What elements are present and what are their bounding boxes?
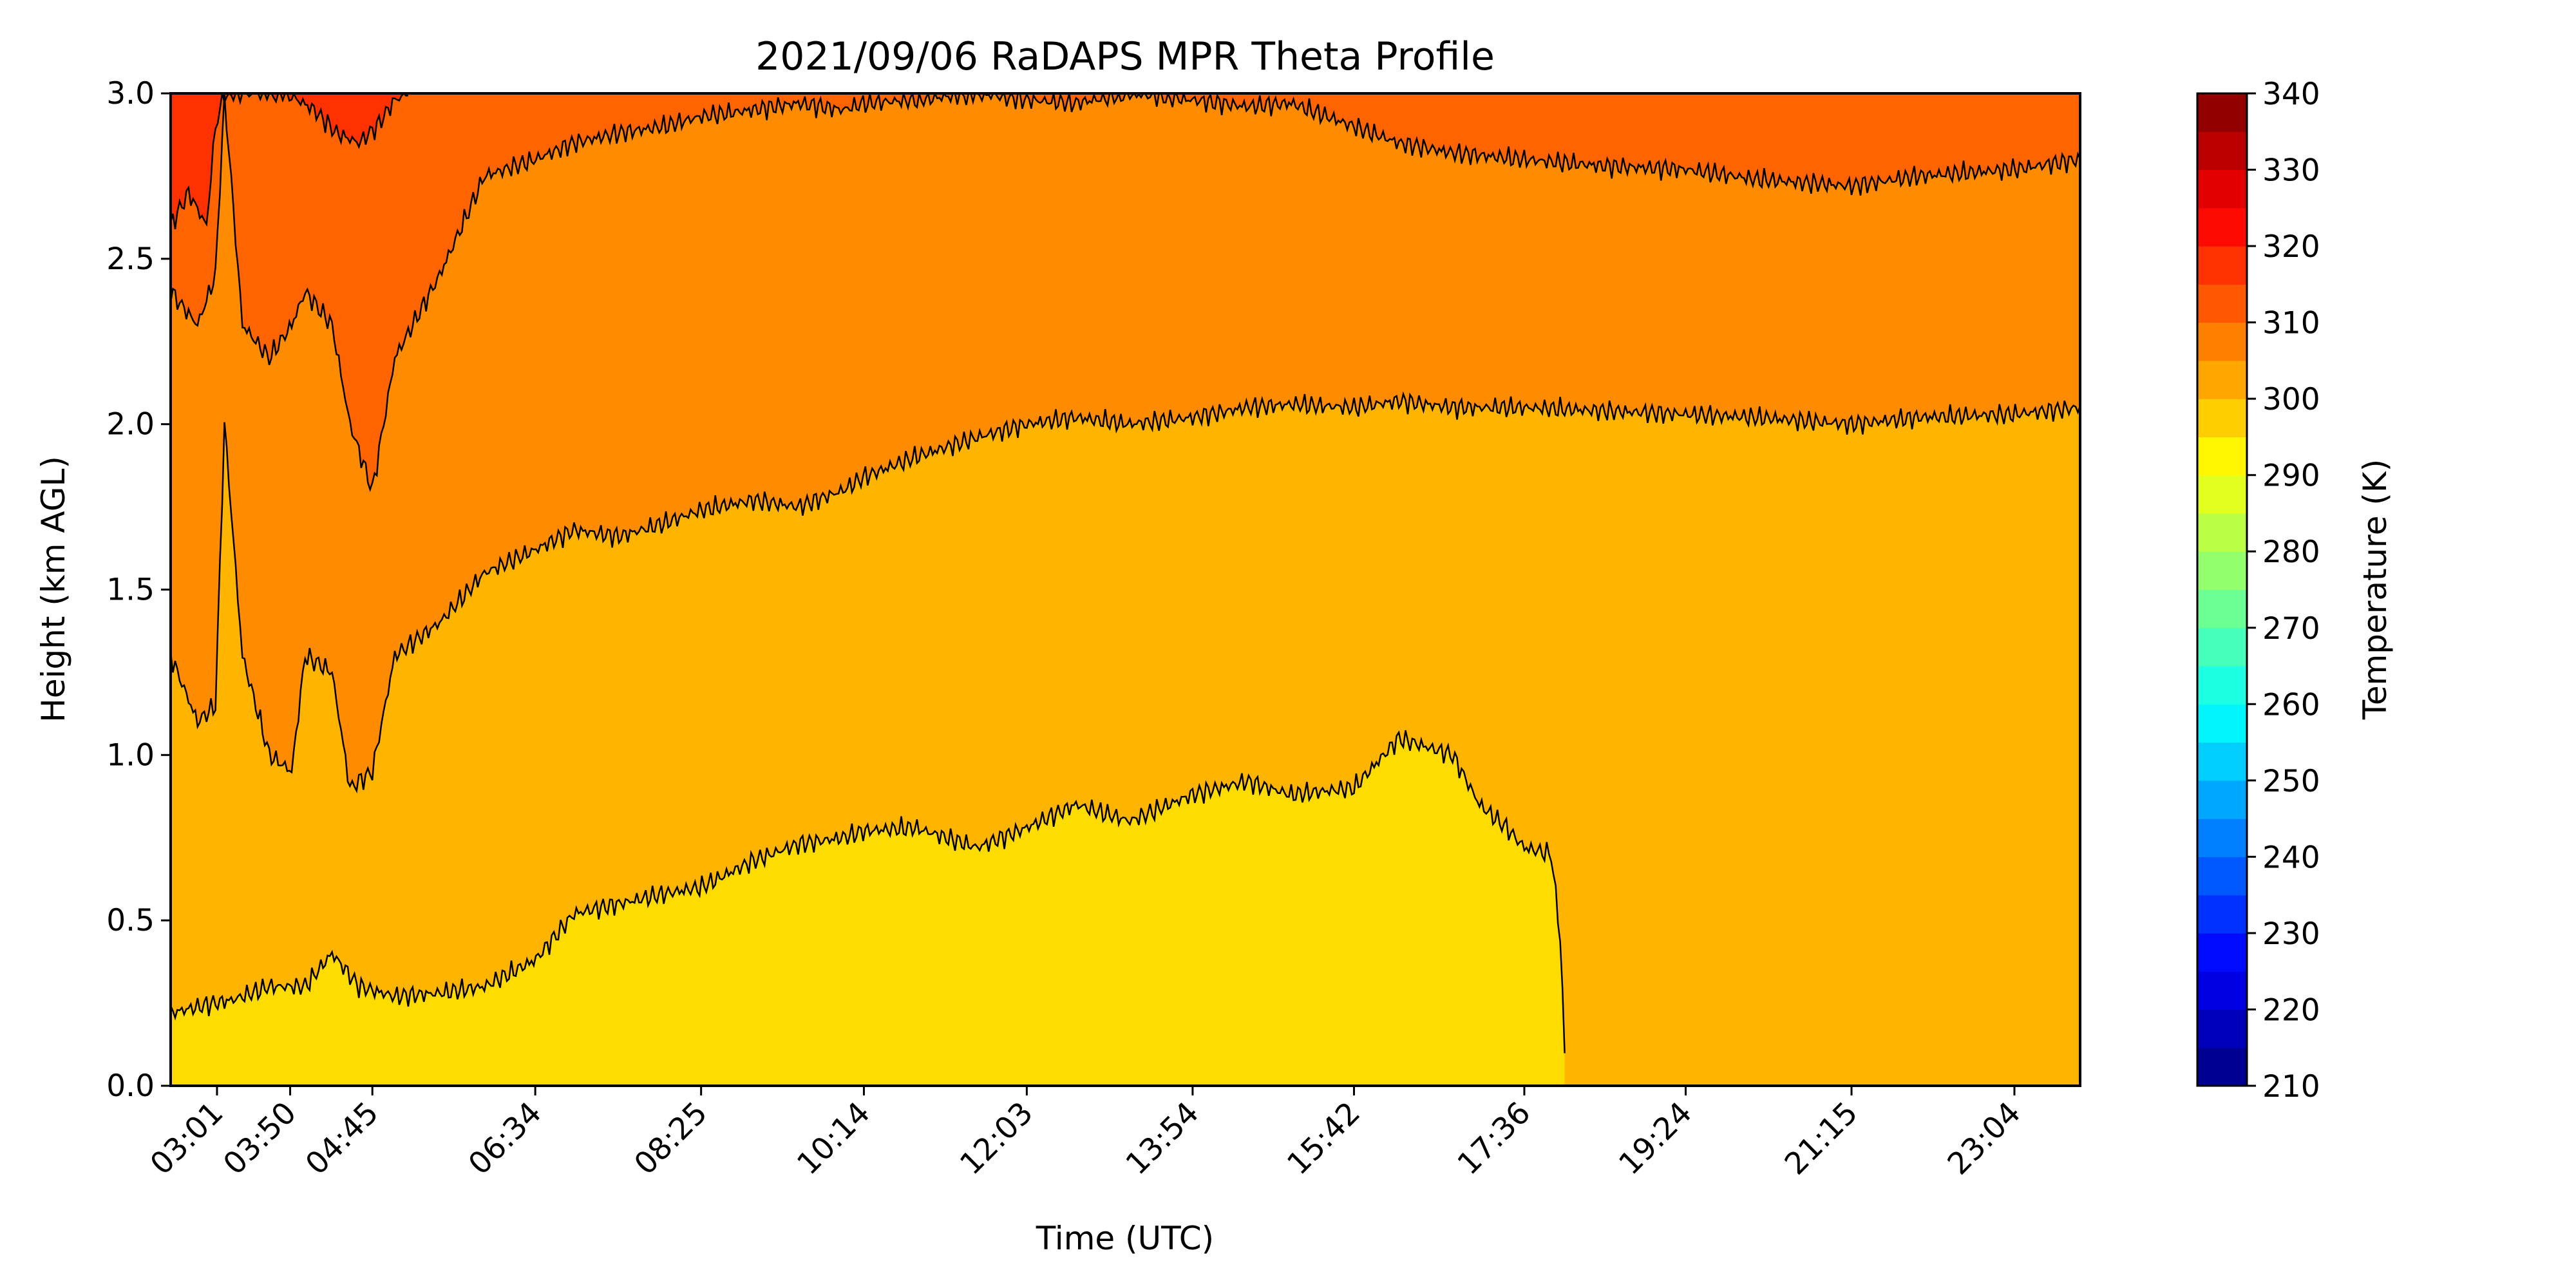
colorbar-segment: [2197, 360, 2247, 399]
y-tick-label: 2.0: [106, 407, 155, 442]
y-tick-label: 1.0: [106, 737, 155, 773]
colorbar-tick-label: 330: [2262, 153, 2320, 189]
band-315-320: [171, 93, 408, 229]
colorbar-segment: [2197, 513, 2247, 552]
colorbar-tick-label: 220: [2262, 992, 2320, 1028]
colorbar-segment: [2197, 742, 2247, 781]
colorbar-frame: [2196, 92, 2248, 1087]
colorbar-segment: [2197, 704, 2247, 743]
x-tick-label: 12:03: [953, 1095, 1040, 1182]
colorbar-segment: [2197, 627, 2247, 667]
y-tick-label: 3.0: [106, 76, 155, 111]
colorbar-tick-label: 210: [2262, 1069, 2320, 1104]
chart-title: 2021/09/06 RaDAPS MPR Theta Profile: [755, 34, 1495, 79]
colorbar-segment: [2197, 284, 2247, 323]
colorbar-label: Temperature (K): [2356, 459, 2394, 720]
colorbar-segment: [2197, 780, 2247, 819]
colorbar-segment: [2197, 933, 2247, 972]
x-tick-label: 13:54: [1119, 1095, 1206, 1182]
x-tick-label: 23:04: [1941, 1095, 2028, 1182]
contour-line-305: [171, 391, 2080, 794]
colorbar-segment: [2197, 1047, 2247, 1086]
colorbar-tick-label: 260: [2262, 687, 2320, 723]
colorbar-tick-label: 340: [2262, 77, 2320, 112]
x-tick-label: 17:36: [1451, 1095, 1538, 1182]
colorbar-segment: [2197, 971, 2247, 1010]
colorbar-tick-label: 270: [2262, 611, 2320, 647]
y-tick-label: 1.5: [106, 573, 155, 608]
colorbar-segment: [2197, 399, 2247, 438]
colorbar-segment: [2197, 1009, 2247, 1048]
band-295-300: [171, 730, 1565, 1086]
colorbar-segment: [2197, 93, 2247, 132]
x-tick-label: 15:42: [1280, 1095, 1367, 1182]
x-tick-label: 04:45: [299, 1095, 386, 1182]
colorbar-segment: [2197, 322, 2247, 361]
x-tick-label: 03:50: [216, 1095, 303, 1182]
x-tick-label: 19:24: [1612, 1095, 1699, 1182]
x-tick-label: 21:15: [1778, 1095, 1865, 1182]
colorbar-segment: [2197, 857, 2247, 896]
y-tick-label: 0.5: [106, 903, 155, 938]
colorbar-tick-label: 230: [2262, 916, 2320, 952]
colorbar-segment: [2197, 475, 2247, 514]
y-axis: 0.0 0.5 1.0 1.5 2.0 2.5 3.0: [106, 76, 171, 1104]
x-tick-label: 06:34: [462, 1095, 549, 1182]
colorbar-segment: [2197, 131, 2247, 171]
y-axis-label: Height (km AGL): [35, 456, 72, 723]
colorbar-tick-label: 280: [2262, 535, 2320, 570]
plot-area: [169, 92, 2081, 1087]
colorbar-tick-label: 240: [2262, 840, 2320, 875]
colorbar-segment: [2197, 551, 2247, 591]
colorbar-segment: [2197, 666, 2247, 705]
contour-line-300: [171, 730, 1566, 1054]
colorbar-segment: [2197, 437, 2247, 476]
colorbar-segment: [2197, 246, 2247, 285]
y-tick-label: 2.5: [106, 242, 155, 277]
x-tick-label: 03:01: [144, 1095, 231, 1182]
x-tick-label: 08:25: [627, 1095, 714, 1182]
colorbar-tick-label: 250: [2262, 764, 2320, 799]
contour-line-310: [171, 93, 2080, 493]
contour-bands: [171, 93, 2080, 1086]
colorbar: 210 220 230 240 250 260 270 280 290 300 310 320 330 3…: [2196, 77, 2320, 1104]
colorbar-segment: [2197, 169, 2247, 209]
colorbar-tick-label: 290: [2262, 459, 2320, 494]
x-axis-label: Time (UTC): [1036, 1220, 1214, 1257]
x-tick-label: 10:14: [790, 1095, 877, 1182]
colorbar-segment: [2197, 207, 2247, 247]
band-305-310: [171, 93, 2080, 791]
colorbar-tick-label: 320: [2262, 229, 2320, 265]
y-tick-label: 0.0: [106, 1068, 155, 1104]
contour-lines: [171, 93, 2080, 1054]
contour-line-315: [171, 93, 409, 230]
colorbar-tick-label: 300: [2262, 382, 2320, 417]
colorbar-segment: [2197, 819, 2247, 857]
colorbar-tick-label: 310: [2262, 306, 2320, 341]
colorbar-segment: [2197, 589, 2247, 629]
colorbar-segment: [2197, 895, 2247, 934]
